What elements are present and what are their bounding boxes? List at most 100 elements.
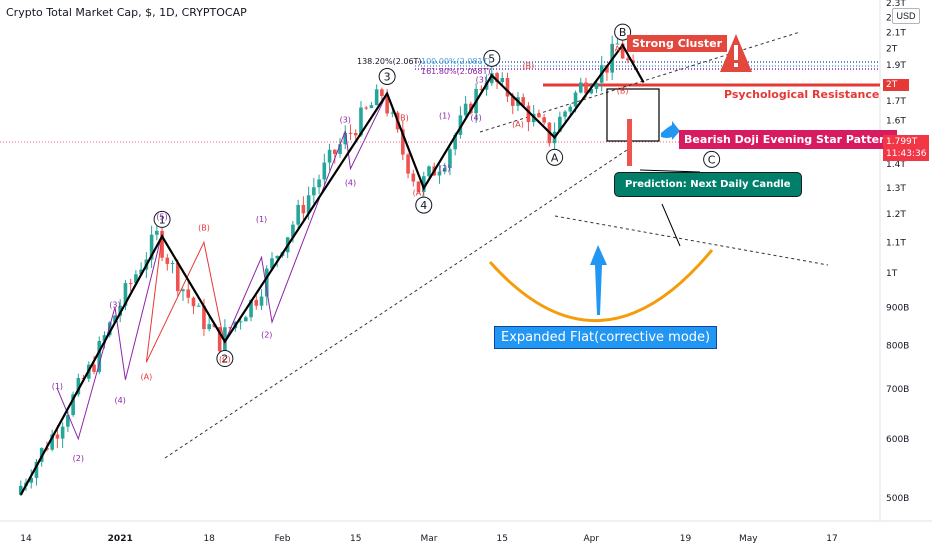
currency-badge[interactable]: USD <box>892 8 920 24</box>
time-tick-label: 14 <box>20 534 32 544</box>
price-tick-label: 900B <box>886 303 909 313</box>
candle-body <box>29 477 34 483</box>
candle-body <box>448 149 452 169</box>
candle-body <box>191 297 196 307</box>
svg-text:A: A <box>551 151 559 164</box>
candle-body <box>490 73 494 84</box>
time-tick-label: Feb <box>274 534 290 544</box>
candle-body <box>484 83 489 90</box>
svg-text:5: 5 <box>488 52 495 65</box>
price-tick-label: 1.9T <box>886 61 906 71</box>
wave-label-1: 1 <box>153 210 171 228</box>
candle-body <box>521 97 526 106</box>
sub-wave-label: (B) <box>523 61 535 70</box>
price-axis-ticks: 2.3T2.2T2.1T2T1.9T1.8T1.7T1.6T1.5T1.4T1.… <box>886 0 909 504</box>
price-tick-label: 800B <box>886 342 909 352</box>
candle-body <box>175 262 180 292</box>
price-tick-label: 2.1T <box>886 29 906 39</box>
time-tick-label: 19 <box>680 534 692 544</box>
svg-text:3: 3 <box>384 71 391 84</box>
price-tick-label: 1.4T <box>886 160 906 170</box>
price-tick-label: 1.3T <box>886 184 906 194</box>
impulse-subwave-path <box>56 233 163 441</box>
candle-body <box>259 296 264 306</box>
prediction-candle <box>627 119 632 166</box>
candle-body <box>563 111 567 117</box>
sub-wave-label: (B) <box>198 224 210 233</box>
candle-body <box>60 426 65 439</box>
candle-body <box>264 268 269 297</box>
wave-path <box>19 43 645 496</box>
time-tick-label: 15 <box>350 534 361 544</box>
time-axis-ticks: 14 2021 18 Feb 15 Mar 15 Apr 19 May 17 <box>20 534 837 544</box>
candle-body <box>620 43 625 59</box>
candle-body <box>207 324 211 330</box>
svg-text:2: 2 <box>221 353 228 366</box>
sub-wave-paths <box>56 93 388 441</box>
candle-body <box>406 154 410 174</box>
candle-body <box>584 82 588 94</box>
impulse-subwave-path <box>224 93 388 342</box>
time-tick-label: May <box>739 534 758 544</box>
candle-body <box>594 82 599 89</box>
candle-body <box>390 112 395 114</box>
sub-wave-label: (3) <box>340 116 351 125</box>
countdown-value: 11:43:36 <box>886 149 927 159</box>
wave-label-2: 2 <box>216 350 234 368</box>
svg-text:B: B <box>619 26 627 39</box>
sub-wave-label: (3) <box>109 300 120 309</box>
fib-label-161: 161.80%(2.068T) <box>421 67 491 76</box>
candle-body <box>631 60 635 63</box>
candle-body <box>160 230 164 258</box>
candle-body <box>254 299 259 306</box>
candle-body <box>249 299 253 318</box>
sub-wave-label: (A) <box>612 45 624 54</box>
right-arrow-icon <box>661 121 680 140</box>
sub-wave-label: (1) <box>256 215 267 224</box>
candle-body <box>270 258 274 269</box>
candle-body <box>217 327 222 352</box>
candle-body <box>526 105 531 123</box>
candle-body <box>202 305 206 330</box>
candle-body <box>573 92 578 107</box>
svg-text:C: C <box>708 153 716 166</box>
price-tick-label: 500B <box>886 494 909 504</box>
candle-body <box>244 317 248 322</box>
lower-trend-channel <box>164 147 631 459</box>
candle-body <box>411 173 416 182</box>
wave-label-3: 3 <box>378 68 396 86</box>
time-tick-label: Apr <box>583 534 599 544</box>
sub-wave-label: (2) <box>439 164 450 173</box>
candle-body <box>589 88 594 94</box>
warning-icon <box>720 34 752 72</box>
sub-wave-label: (5) <box>156 212 167 221</box>
candle-body <box>228 327 232 329</box>
candle-body <box>463 103 468 116</box>
candle-body <box>238 321 243 323</box>
candle-body <box>343 132 348 145</box>
sub-wave-label: (3) <box>476 76 487 85</box>
candle-body <box>442 168 447 172</box>
candle-body <box>380 89 384 97</box>
candle-body <box>181 289 185 292</box>
sub-wave-label: (1) <box>439 112 450 121</box>
candle-body <box>301 204 306 214</box>
candle-body <box>291 224 295 238</box>
candle-body <box>369 105 374 109</box>
candle-body <box>401 129 405 155</box>
candle-body <box>458 115 463 135</box>
candle-body <box>615 43 620 45</box>
corrective-subwave-path <box>145 233 226 363</box>
candle-body <box>34 461 39 478</box>
strong-cluster-label: Strong Cluster <box>627 35 728 52</box>
candle-body <box>223 327 227 352</box>
candle-body <box>626 58 630 61</box>
candle-body <box>312 187 316 196</box>
candle-body <box>505 78 510 97</box>
price-tick-label: 700B <box>886 385 909 395</box>
sub-wave-label: (A) <box>512 120 524 129</box>
candle-body <box>275 255 280 259</box>
expanded-flat-lower-line <box>554 215 829 266</box>
candle-body <box>113 315 117 323</box>
candle-body <box>605 65 609 73</box>
